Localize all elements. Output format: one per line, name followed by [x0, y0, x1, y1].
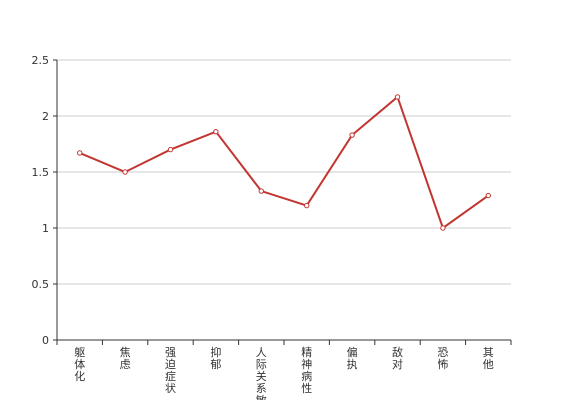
data-point — [167, 146, 174, 153]
y-tick-label: 1 — [42, 222, 49, 235]
y-tick-label: 2.5 — [32, 54, 50, 67]
data-point — [258, 188, 264, 194]
series-line — [79, 95, 489, 230]
x-tick-label: 精神病性 — [301, 346, 312, 395]
data-point — [122, 169, 128, 175]
y-tick-label: 2 — [42, 110, 49, 123]
y-tick-label: 0 — [42, 334, 49, 347]
y-tick-label: 1.5 — [32, 166, 50, 179]
x-tick-label: 焦虑 — [120, 346, 131, 371]
data-point — [394, 94, 401, 100]
x-tick-label: 其他 — [483, 346, 494, 371]
x-tick-label: 躯体化 — [74, 346, 85, 383]
data-point — [304, 202, 310, 209]
data-point — [213, 128, 219, 135]
data-point — [349, 132, 355, 138]
x-tick-label: 恐怖 — [437, 346, 448, 371]
x-tick-label: 强迫症状 — [165, 346, 176, 395]
x-tick-label: 敌对 — [392, 345, 403, 371]
data-point — [485, 192, 491, 199]
y-tick-label: 0.5 — [32, 278, 50, 291]
data-point — [77, 150, 83, 156]
x-tick-label: 人际关系敏感 — [256, 346, 267, 400]
x-tick-label: 抑郁 — [210, 345, 221, 371]
data-point — [440, 225, 446, 231]
x-tick-label: 偏执 — [347, 345, 358, 371]
